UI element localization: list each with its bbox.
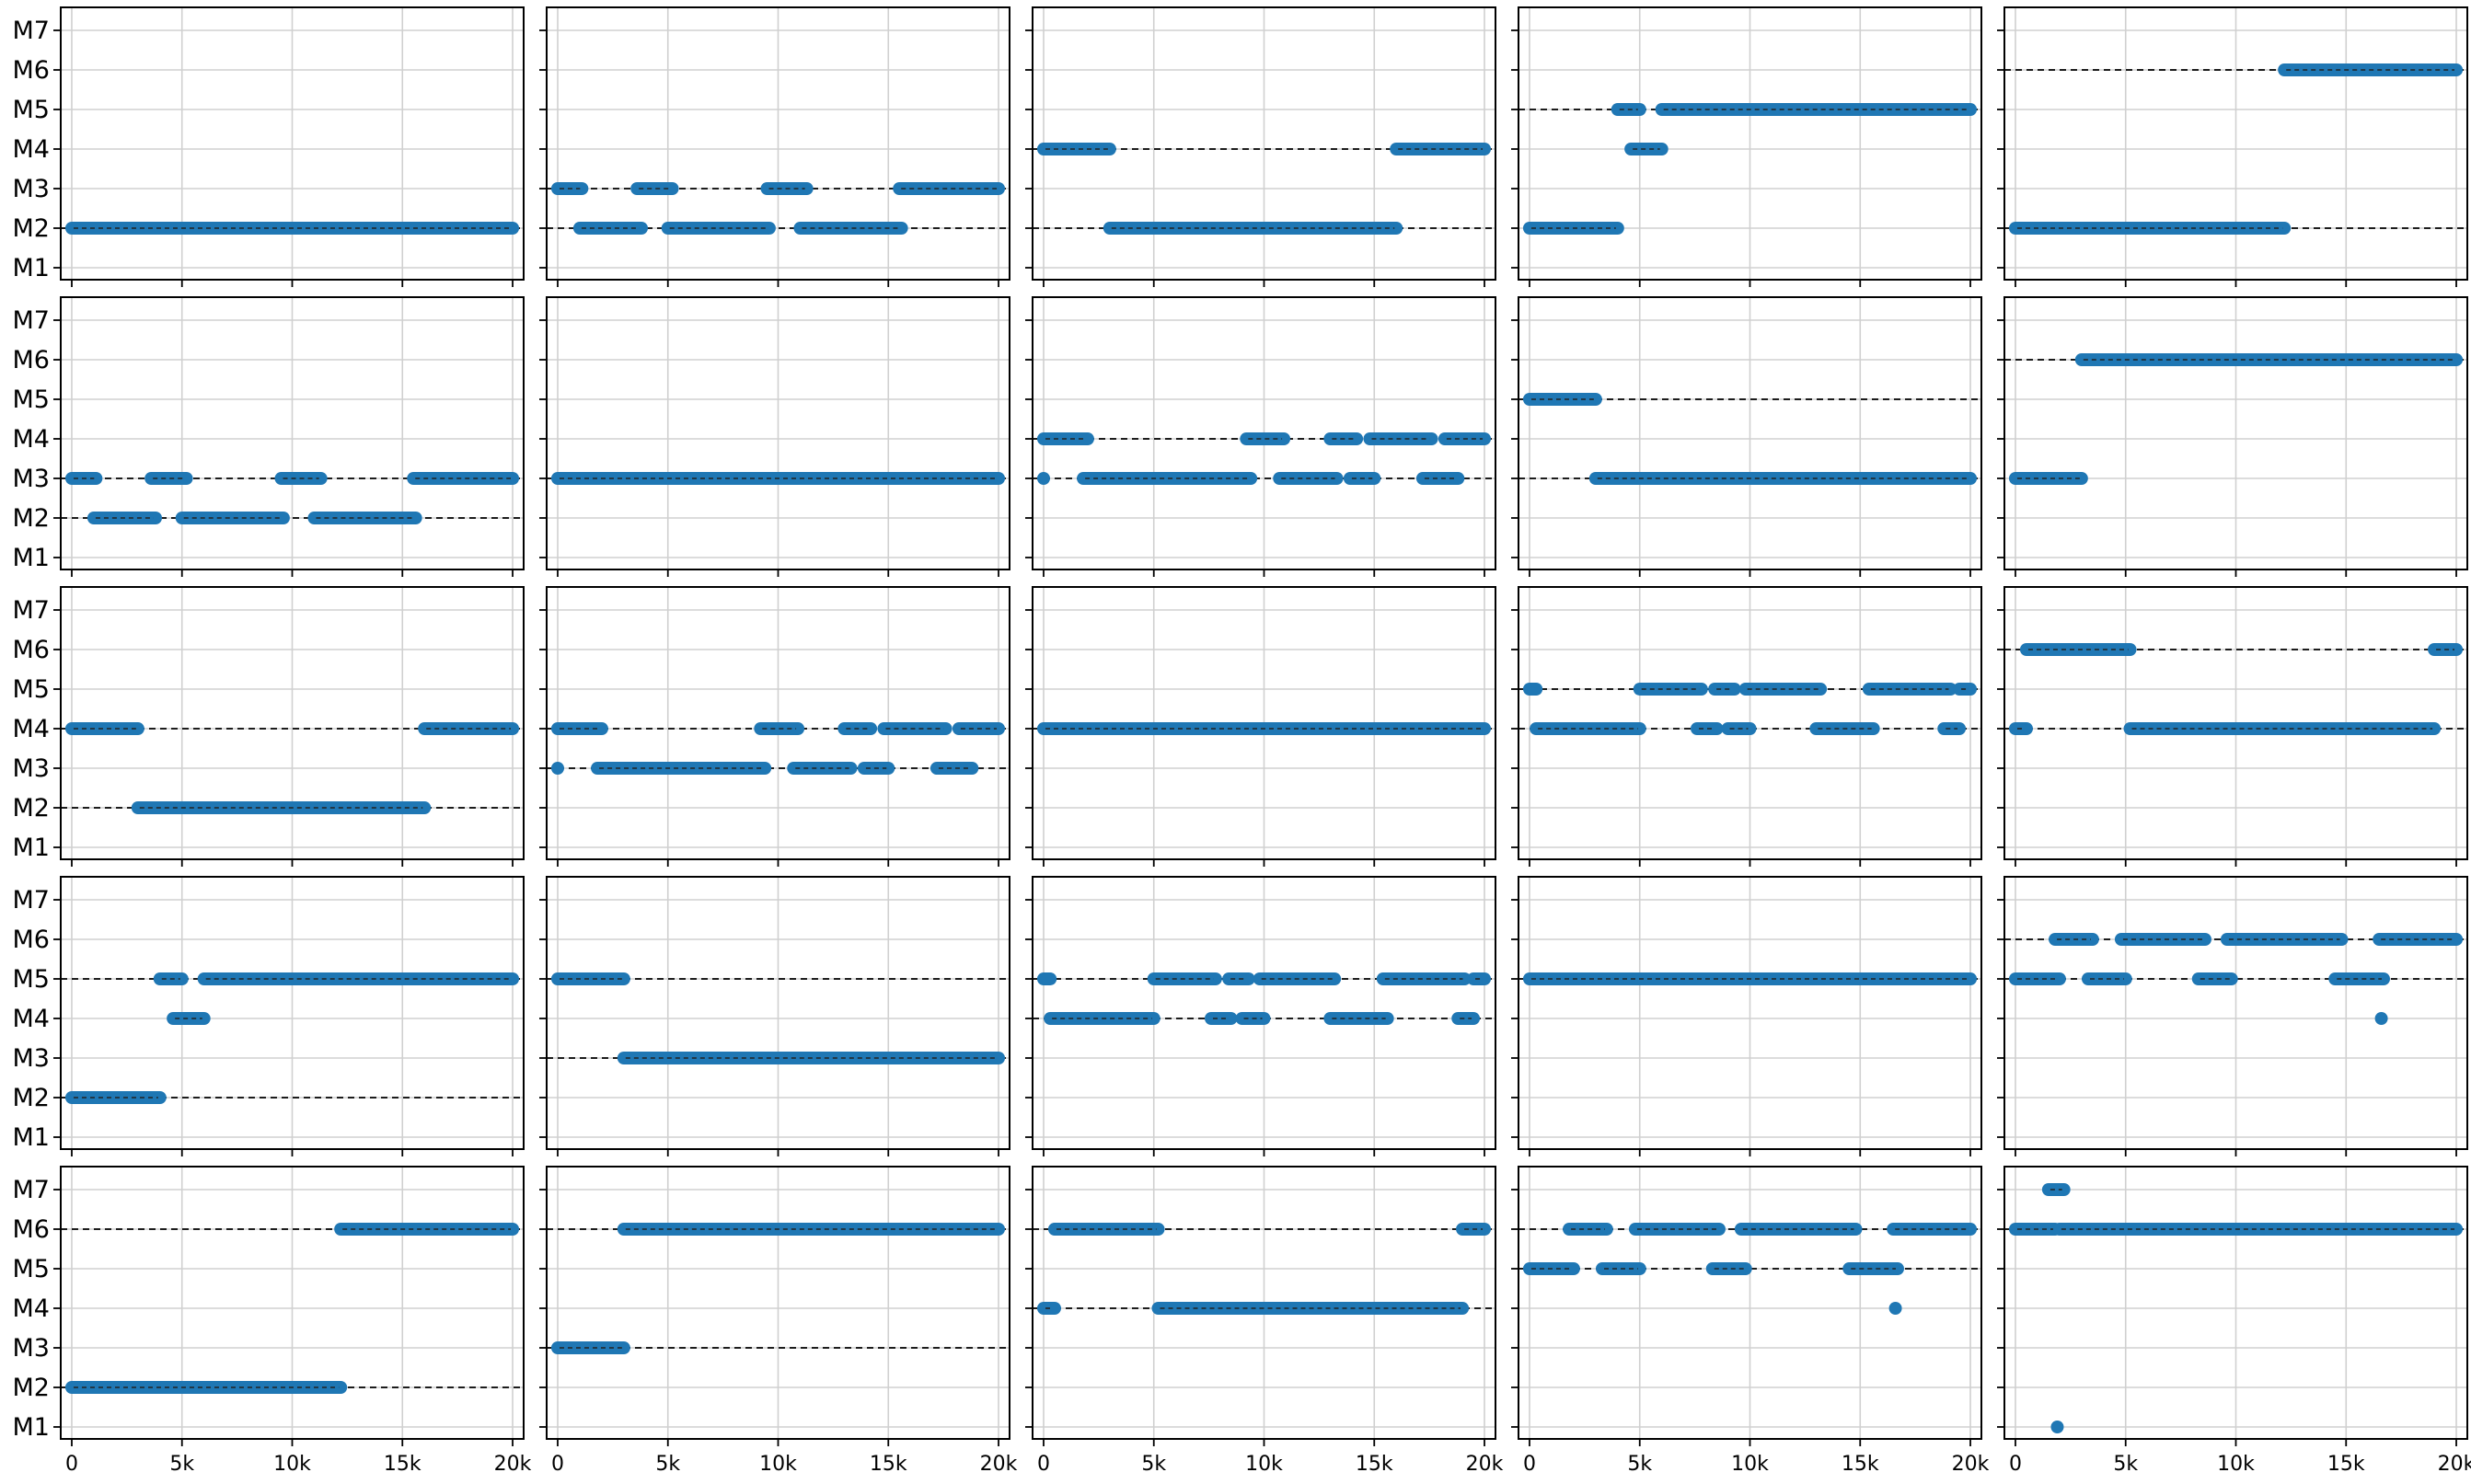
x-tick-label: 0	[1037, 1453, 1050, 1476]
y-tick-label: M7	[13, 886, 50, 915]
x-tick-label: 0	[2009, 1453, 2022, 1476]
panel-r2-c3	[1025, 296, 1496, 577]
x-tick-label: 0	[551, 1453, 564, 1476]
panel-r3-c4	[1511, 586, 1982, 867]
y-tick-label: M3	[13, 175, 50, 203]
y-tick-label: M3	[13, 1044, 50, 1073]
y-tick-label: M6	[13, 926, 50, 954]
x-tick-label: 20k	[980, 1453, 1018, 1476]
y-tick-label: M4	[13, 425, 50, 454]
x-tick-label: 20k	[2438, 1453, 2471, 1476]
panel-r4-c5	[1997, 876, 2468, 1156]
panel-r4-c4	[1511, 876, 1982, 1156]
panel-r3-c2	[539, 586, 1010, 867]
x-tick-label: 20k	[1952, 1453, 1990, 1476]
panel-r5-c1: M1 M2 M3 M4 M5 M6 M7 0 5k 10k 15k 20k	[13, 1166, 532, 1476]
x-tick-label: 15k	[1842, 1453, 1879, 1476]
panel-r2-c4	[1511, 296, 1982, 577]
x-tick-label: 5k	[1627, 1453, 1652, 1476]
panel-r1-c1: M1 M2 M3 M4 M5 M6 M7	[13, 6, 525, 287]
y-tick-label: M6	[13, 1215, 50, 1244]
panel-r3-c5	[1997, 586, 2468, 867]
x-tick-label: 5k	[655, 1453, 680, 1476]
x-tick-label: 15k	[2327, 1453, 2365, 1476]
panel-r5-c3: 0 5k 10k 15k 20k	[1025, 1166, 1504, 1476]
y-tick-label: M4	[13, 715, 50, 743]
panel-r4-c1: M1 M2 M3 M4 M5 M6 M7	[13, 876, 525, 1156]
y-tick-label: M3	[13, 465, 50, 493]
x-tick-label: 5k	[1141, 1453, 1166, 1476]
y-tick-label: M3	[13, 1334, 50, 1363]
y-tick-label: M1	[13, 834, 50, 862]
panel-r1-c5	[1997, 6, 2468, 287]
y-tick-label: M6	[13, 56, 50, 85]
panel-r1-c4	[1511, 6, 1982, 287]
panel-r3-c3	[1025, 586, 1496, 867]
y-tick-label: M5	[13, 675, 50, 704]
y-tick-label: M1	[13, 1123, 50, 1152]
x-tick-label: 10k	[1245, 1453, 1283, 1476]
y-tick-label: M4	[13, 135, 50, 164]
x-tick-label: 5k	[169, 1453, 194, 1476]
y-tick-label: M4	[13, 1294, 50, 1323]
panel-r5-c5: 0 5k 10k 15k 20k	[1997, 1166, 2471, 1476]
y-tick-label: M2	[13, 504, 50, 533]
y-tick-label: M6	[13, 346, 50, 374]
y-tick-label: M7	[13, 596, 50, 625]
panel-r2-c1: M1 M2 M3 M4 M5 M6 M7	[13, 296, 525, 577]
x-tick-label: 10k	[1731, 1453, 1769, 1476]
y-tick-label: M7	[13, 306, 50, 335]
x-tick-label: 0	[65, 1453, 78, 1476]
x-tick-label: 20k	[494, 1453, 532, 1476]
x-tick-label: 5k	[2113, 1453, 2138, 1476]
x-tick-label: 15k	[1356, 1453, 1393, 1476]
y-tick-label: M7	[13, 1176, 50, 1204]
y-tick-label: M5	[13, 385, 50, 414]
x-tick-label: 20k	[1466, 1453, 1504, 1476]
x-tick-label: 10k	[759, 1453, 797, 1476]
y-tick-label: M5	[13, 965, 50, 994]
y-tick-label: M2	[13, 794, 50, 823]
y-tick-label: M1	[13, 544, 50, 572]
panel-r4-c2	[539, 876, 1010, 1156]
y-tick-label: M5	[13, 96, 50, 124]
x-tick-label: 10k	[273, 1453, 311, 1476]
y-tick-label: M1	[13, 254, 50, 282]
panel-r5-c4: 0 5k 10k 15k 20k	[1511, 1166, 1990, 1476]
panel-r2-c5	[1997, 296, 2468, 577]
y-tick-label: M4	[13, 1005, 50, 1033]
x-tick-label: 10k	[2217, 1453, 2255, 1476]
y-tick-label: M6	[13, 636, 50, 664]
panel-r5-c2: 0 5k 10k 15k 20k	[539, 1166, 1018, 1476]
panel-r1-c2	[539, 6, 1010, 287]
y-tick-label: M2	[13, 214, 50, 243]
y-tick-label: M2	[13, 1084, 50, 1112]
y-tick-label: M7	[13, 17, 50, 45]
x-tick-label: 0	[1523, 1453, 1536, 1476]
x-tick-label: 15k	[384, 1453, 421, 1476]
x-tick-label: 15k	[870, 1453, 907, 1476]
panel-r2-c2	[539, 296, 1010, 577]
y-tick-label: M1	[13, 1413, 50, 1442]
y-tick-label: M2	[13, 1374, 50, 1402]
panel-r4-c3	[1025, 876, 1496, 1156]
panel-r3-c1: M1 M2 M3 M4 M5 M6 M7	[13, 586, 525, 867]
y-tick-label: M3	[13, 754, 50, 783]
y-tick-label: M5	[13, 1255, 50, 1283]
panel-r1-c3	[1025, 6, 1496, 287]
